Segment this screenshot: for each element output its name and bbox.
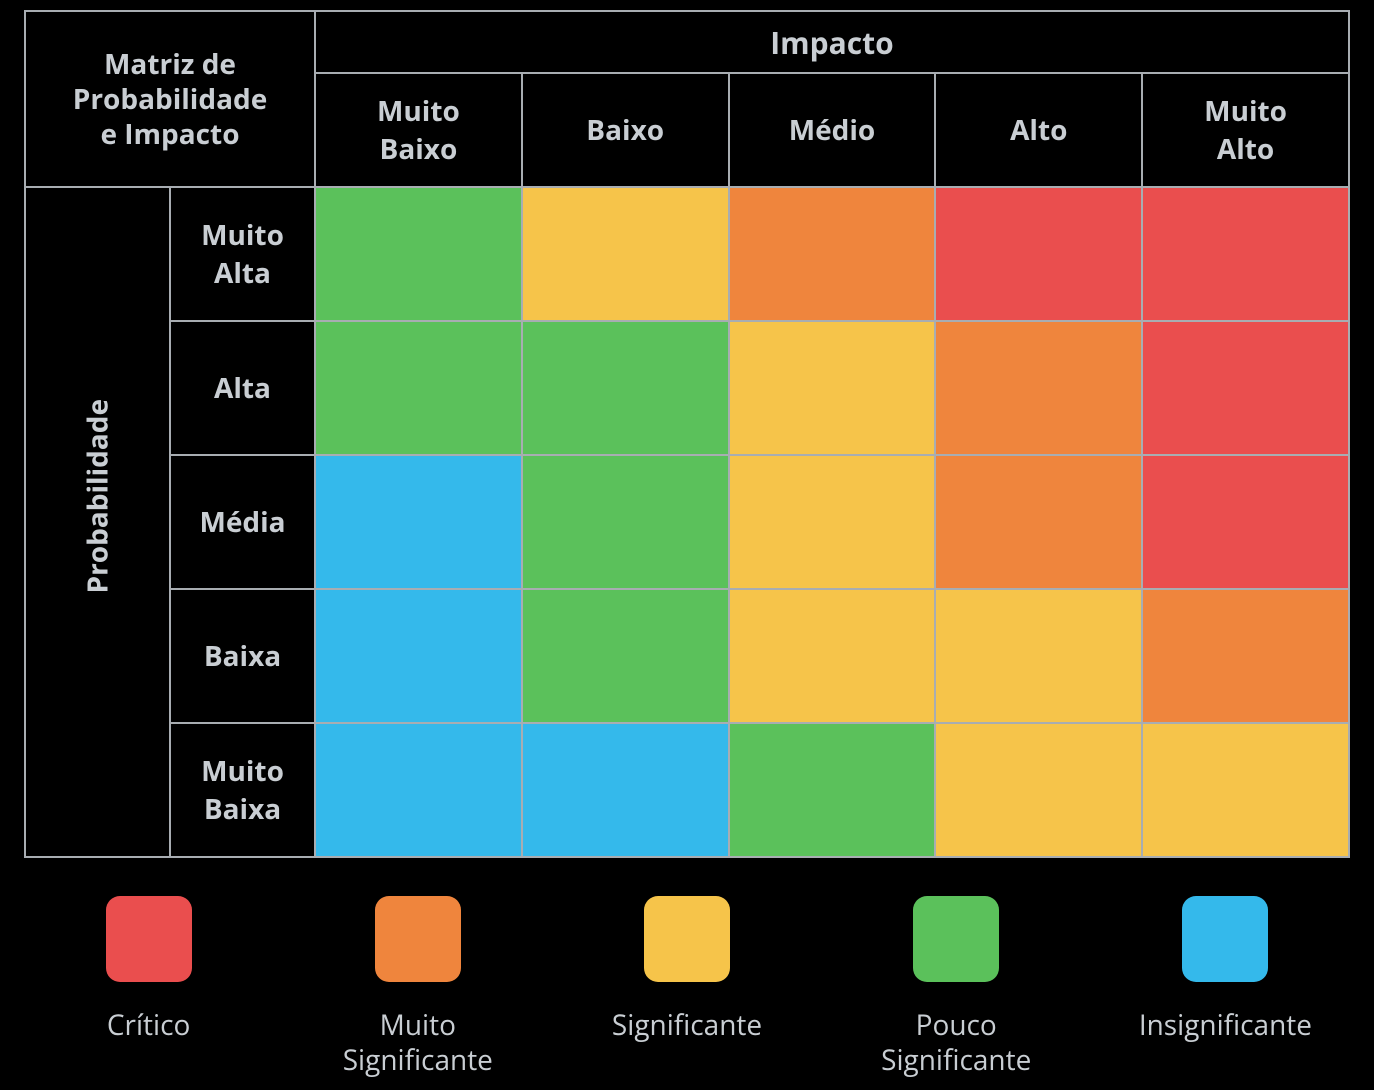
legend-item: MuitoSignificante <box>293 896 542 1078</box>
legend-swatch <box>913 896 999 982</box>
matrix-cell <box>935 589 1142 723</box>
matrix-cell <box>729 455 936 589</box>
prob-level-3: Baixa <box>170 589 315 723</box>
matrix-cell <box>935 723 1142 857</box>
matrix-cell <box>729 321 936 455</box>
matrix-cell <box>522 723 729 857</box>
impact-level-4: MuitoAlto <box>1142 73 1349 187</box>
legend-item: PoucoSignificante <box>832 896 1081 1078</box>
legend-label: PoucoSignificante <box>881 1008 1031 1078</box>
matrix-cell <box>522 187 729 321</box>
impact-header: Impacto <box>315 11 1349 73</box>
legend-item: Crítico <box>24 896 273 1078</box>
impact-level-3: Alto <box>935 73 1142 187</box>
prob-level-1: Alta <box>170 321 315 455</box>
risk-matrix-table: Matriz deProbabilidadee Impacto Impacto … <box>24 10 1350 858</box>
matrix-cell <box>1142 455 1349 589</box>
matrix-cell <box>1142 589 1349 723</box>
matrix-cell <box>1142 187 1349 321</box>
legend-item: Significante <box>562 896 811 1078</box>
impact-level-2: Médio <box>729 73 936 187</box>
legend-label: Insignificante <box>1139 1008 1312 1043</box>
matrix-cell <box>315 589 522 723</box>
matrix-cell <box>729 723 936 857</box>
legend-swatch <box>375 896 461 982</box>
matrix-cell <box>1142 321 1349 455</box>
prob-level-2: Média <box>170 455 315 589</box>
matrix-cell <box>935 187 1142 321</box>
legend: Crítico MuitoSignificante Significante P… <box>24 896 1350 1078</box>
matrix-cell <box>935 321 1142 455</box>
matrix-title: Matriz deProbabilidadee Impacto <box>25 11 315 187</box>
legend-swatch <box>644 896 730 982</box>
impact-level-1: Baixo <box>522 73 729 187</box>
prob-level-0: Muito Alta <box>170 187 315 321</box>
prob-level-4: Muito Baixa <box>170 723 315 857</box>
legend-label: MuitoSignificante <box>343 1008 493 1078</box>
legend-label: Crítico <box>107 1008 190 1043</box>
matrix-cell <box>522 455 729 589</box>
legend-label: Significante <box>612 1008 762 1043</box>
matrix-cell <box>522 321 729 455</box>
matrix-cell <box>315 723 522 857</box>
matrix-cell <box>935 455 1142 589</box>
legend-swatch <box>1182 896 1268 982</box>
matrix-cell <box>522 589 729 723</box>
probability-header-text: Probabilidade <box>79 451 117 594</box>
matrix-cell <box>1142 723 1349 857</box>
matrix-cell <box>729 589 936 723</box>
legend-item: Insignificante <box>1101 896 1350 1078</box>
impact-level-0: MuitoBaixo <box>315 73 522 187</box>
probability-header: Probabilidade <box>25 187 170 857</box>
matrix-title-text: Matriz deProbabilidadee Impacto <box>26 47 314 152</box>
legend-swatch <box>106 896 192 982</box>
matrix-cell <box>315 455 522 589</box>
matrix-cell <box>315 321 522 455</box>
matrix-cell <box>315 187 522 321</box>
matrix-cell <box>729 187 936 321</box>
